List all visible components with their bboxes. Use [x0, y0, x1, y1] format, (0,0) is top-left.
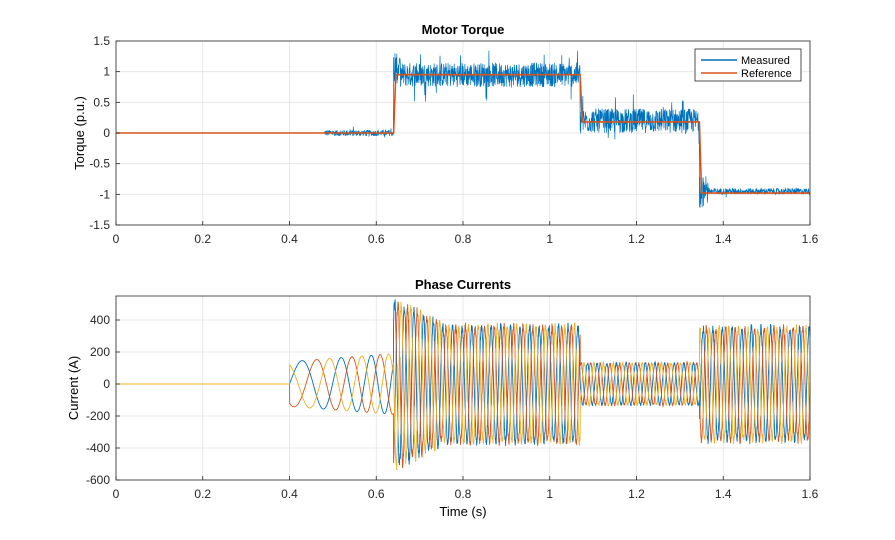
y-tick-label: 1: [103, 65, 110, 79]
y-tick-label: 1.5: [93, 34, 110, 48]
x-tick-label: 0: [113, 487, 120, 501]
torque-ylabel: Torque (p.u.): [72, 96, 87, 170]
x-tick-label: 1: [546, 232, 553, 246]
series-phase-3: [116, 301, 811, 470]
x-tick-label: 0.6: [368, 232, 385, 246]
current-title: Phase Currents: [415, 277, 511, 292]
y-tick-label: -1.5: [89, 218, 110, 232]
series-reference: [116, 73, 810, 194]
current-series: [116, 299, 811, 470]
y-tick-label: -1: [99, 187, 110, 201]
legend-measured-label: Measured: [741, 55, 790, 67]
x-tick-label: 0.8: [455, 232, 472, 246]
x-tick-label: 1.6: [802, 487, 819, 501]
y-tick-label: -200: [86, 409, 110, 423]
legend-box: [694, 48, 802, 82]
torque-axes: 0 0.2 0.4 0.6 0.8 1 1.2 1.4 1.6 -1.5 -1 -0.5 0 0.5 1 1…: [72, 22, 819, 246]
torque-x-ticks: 0 0.2 0.4 0.6 0.8 1 1.2 1.4 1.6: [113, 221, 819, 246]
torque-legend: Measured Reference: [694, 48, 802, 82]
y-tick-label: 400: [90, 313, 110, 327]
y-tick-label: 0: [103, 126, 110, 140]
y-tick-label: 0.5: [93, 95, 110, 109]
y-tick-label: 200: [90, 345, 110, 359]
x-tick-label: 0.2: [194, 487, 211, 501]
current-y-ticks: -600 -400 -200 0 200 400: [86, 313, 120, 487]
y-tick-label: -0.5: [89, 157, 110, 171]
x-tick-label: 0.6: [368, 487, 385, 501]
x-tick-label: 0.8: [455, 487, 472, 501]
x-tick-label: 0.4: [281, 487, 298, 501]
x-tick-label: 1.4: [715, 232, 732, 246]
torque-y-ticks: -1.5 -1 -0.5 0 0.5 1 1.5: [89, 34, 120, 232]
x-tick-label: 0: [113, 232, 120, 246]
x-tick-label: 0.4: [281, 232, 298, 246]
x-tick-label: 1: [546, 487, 553, 501]
torque-title: Motor Torque: [422, 22, 505, 37]
current-xlabel: Time (s): [439, 504, 486, 519]
y-tick-label: 0: [103, 377, 110, 391]
y-tick-label: -400: [86, 441, 110, 455]
y-tick-label: -600: [86, 473, 110, 487]
x-tick-label: 1.2: [628, 232, 645, 246]
x-tick-label: 1.2: [628, 487, 645, 501]
torque-series: [116, 50, 811, 208]
x-tick-label: 0.2: [194, 232, 211, 246]
current-axes: 0 0.2 0.4 0.6 0.8 1 1.2 1.4 1.6 -600 -400 -200 0 200…: [66, 277, 819, 519]
current-x-ticks: 0 0.2 0.4 0.6 0.8 1 1.2 1.4 1.6: [113, 476, 819, 501]
legend-reference-label: Reference: [741, 68, 792, 80]
current-ylabel: Current (A): [66, 356, 81, 420]
x-tick-label: 1.6: [802, 232, 819, 246]
x-tick-label: 1.4: [715, 487, 732, 501]
